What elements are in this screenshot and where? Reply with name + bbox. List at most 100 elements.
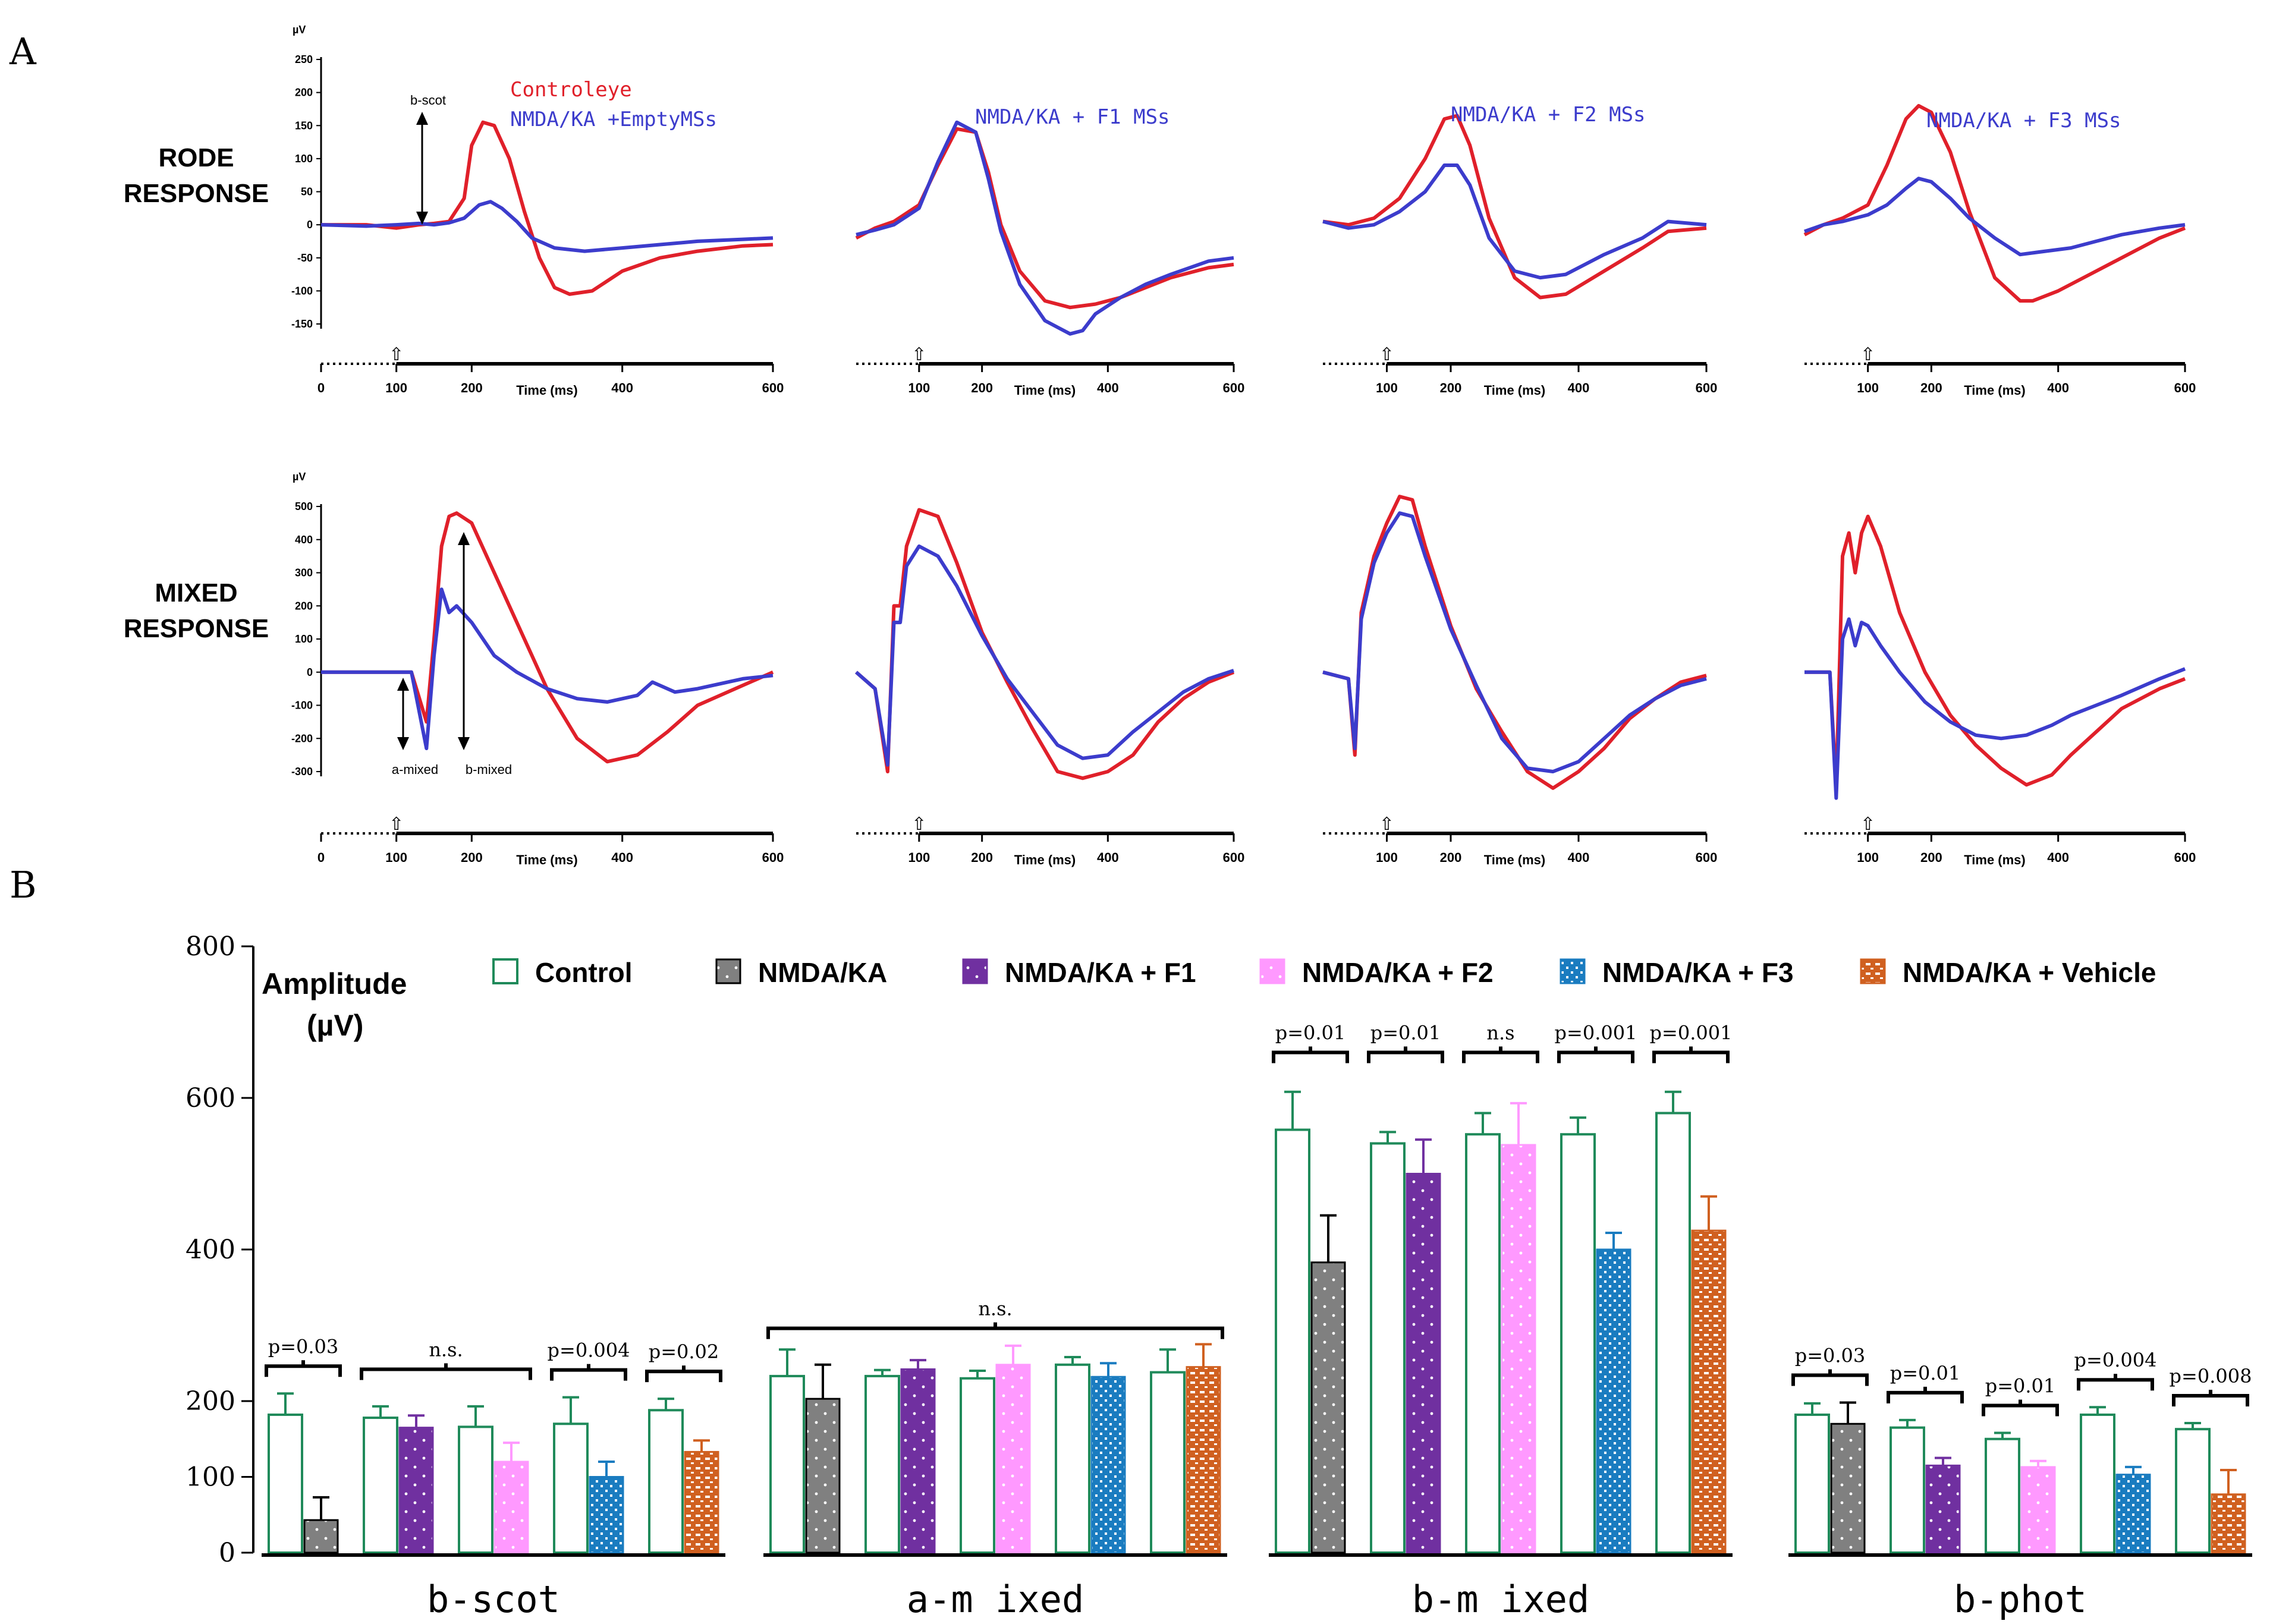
- rod-trace-control: [1803, 103, 2186, 303]
- mixed-trace-control: [1322, 495, 1707, 790]
- rod-y-tick-label: -150: [291, 318, 313, 330]
- rod-time-label: Time (ms): [516, 383, 578, 398]
- bar-control: [1655, 1112, 1691, 1554]
- bar-control: [769, 1374, 805, 1554]
- bar-control: [864, 1374, 900, 1554]
- bar-control: [458, 1425, 493, 1554]
- rod-x-tick-label: 0: [317, 380, 325, 395]
- bar-control: [1985, 1437, 2020, 1554]
- mixed-trace-treated: [321, 587, 774, 750]
- bar-control: [648, 1409, 684, 1554]
- p-value-label: p=0.004: [548, 1339, 630, 1362]
- mixed-trace-treated: [1804, 617, 2186, 800]
- mixed-x-tick-label: 100: [908, 850, 930, 865]
- rod-stim-arrow-icon: ⇧: [911, 344, 926, 365]
- rod-trace-control: [855, 127, 1234, 310]
- legend-swatch-bar_vehicle: [1860, 958, 1886, 984]
- legend-swatch-bar_f3: [1560, 958, 1586, 984]
- bar-control: [553, 1422, 589, 1554]
- bar-control: [960, 1377, 995, 1554]
- bar-y-tick-label: 600: [186, 1083, 235, 1113]
- rod-x-tick-label: 400: [2047, 380, 2069, 395]
- rod-time-label: Time (ms): [1484, 383, 1546, 398]
- mixed-x-tick-label: 600: [762, 850, 784, 865]
- mixed-y-tick-label: -300: [291, 766, 313, 778]
- bar-treated: [589, 1476, 624, 1554]
- rod-x-tick-label: 600: [1223, 380, 1245, 395]
- sig-bracket: [645, 1370, 722, 1383]
- sig-bracket: [1652, 1050, 1730, 1063]
- b-mixed-arrow-head-down: [458, 737, 470, 750]
- bar-y-tick-label: 100: [186, 1462, 235, 1493]
- bar-control: [1794, 1413, 1830, 1554]
- legend-label: NMDA/KA + F1: [1005, 957, 1196, 988]
- bar-control: [1275, 1128, 1310, 1554]
- rod-trace-treated: [1804, 177, 2186, 257]
- bar-treated: [1691, 1229, 1727, 1554]
- legend-control-eye: Controleye: [510, 78, 632, 102]
- annot-b-mixed: b-mixed: [466, 762, 512, 777]
- rod-x-tick-label: 100: [385, 380, 407, 395]
- mixed-trace-treated: [1322, 511, 1707, 773]
- rod-stim-arrow-icon: ⇧: [389, 344, 404, 365]
- rod-trace-control: [1322, 114, 1707, 300]
- mixed-y-tick-label: 0: [307, 666, 313, 678]
- legend-swatch-control: [492, 958, 518, 984]
- mixed-y-tick-label: 500: [295, 501, 313, 512]
- rod-trace-treated: [320, 200, 774, 253]
- mixed-x-tick-label: 200: [971, 850, 993, 865]
- bar-treated: [684, 1450, 719, 1554]
- mixed-x-tick-label: 400: [1097, 850, 1119, 865]
- p-value-label: n.s: [1486, 1022, 1514, 1044]
- p-value-label: p=0.004: [2074, 1349, 2157, 1371]
- mixed-unit-label: µV: [293, 471, 306, 483]
- sig-bracket: [2172, 1393, 2249, 1406]
- b-scot-arrow-head-down: [416, 212, 428, 225]
- legend-swatch-bar_nmda: [715, 958, 741, 984]
- mixed-trace-control: [1804, 514, 2186, 790]
- panel-letter-b: B: [10, 863, 37, 907]
- panel-title-f2: NMDA/KA + F2 MSs: [1451, 103, 1646, 127]
- rod-x-tick-label: 200: [971, 380, 993, 395]
- p-value-label: p=0.008: [2170, 1365, 2252, 1387]
- mixed-x-tick-label: 0: [317, 850, 325, 865]
- sig-bracket: [1982, 1403, 2059, 1417]
- bar-y-tick-label: 200: [186, 1386, 235, 1417]
- bar-y-label-line1: Amplitude: [262, 967, 407, 1000]
- mixed-trace-treated: [855, 544, 1234, 767]
- mixed-x-tick-label: 400: [611, 850, 633, 865]
- legend-swatch-bar_f2: [1259, 958, 1285, 984]
- bar-treated: [1186, 1366, 1221, 1554]
- rod-x-tick-label: 100: [1376, 380, 1398, 395]
- bar-treated: [2211, 1493, 2246, 1554]
- bar-treated: [1830, 1422, 1866, 1554]
- bar-control: [1370, 1142, 1406, 1554]
- rod-y-tick-label: 200: [295, 87, 313, 99]
- sig-bracket: [1272, 1050, 1349, 1063]
- mixed-time-label: Time (ms): [1484, 852, 1546, 867]
- mixed-y-tick-label: -200: [291, 732, 313, 744]
- rod-trace-treated: [856, 120, 1234, 336]
- rod-x-tick-label: 200: [1440, 380, 1462, 395]
- annot-a-mixed: a-mixed: [392, 762, 438, 777]
- bar-control: [1150, 1371, 1186, 1554]
- bar-treated: [398, 1427, 434, 1554]
- legend-label: NMDA/KA + F2: [1302, 957, 1494, 988]
- legend-swatch-bar_f1: [962, 958, 988, 984]
- bar-control: [2175, 1428, 2211, 1554]
- rod-x-tick-label: 400: [1568, 380, 1590, 395]
- rod-x-tick-label: 100: [1857, 380, 1879, 395]
- panel-title-f3: NMDA/KA + F3 MSs: [1926, 109, 2121, 133]
- p-value-label: p=0.03: [1795, 1345, 1866, 1367]
- legend-label: NMDA/KA + F3: [1602, 957, 1794, 988]
- bar-control: [363, 1417, 398, 1554]
- mixed-x-tick-label: 100: [385, 850, 407, 865]
- b-scot-arrow-head-up: [416, 112, 428, 125]
- mixed-stim-arrow-icon: ⇧: [911, 814, 926, 835]
- group-label: b-phot: [1954, 1578, 2087, 1621]
- bar-treated: [995, 1364, 1031, 1554]
- rod-y-tick-label: 100: [295, 153, 313, 165]
- p-value-label: p=0.001: [1555, 1022, 1637, 1044]
